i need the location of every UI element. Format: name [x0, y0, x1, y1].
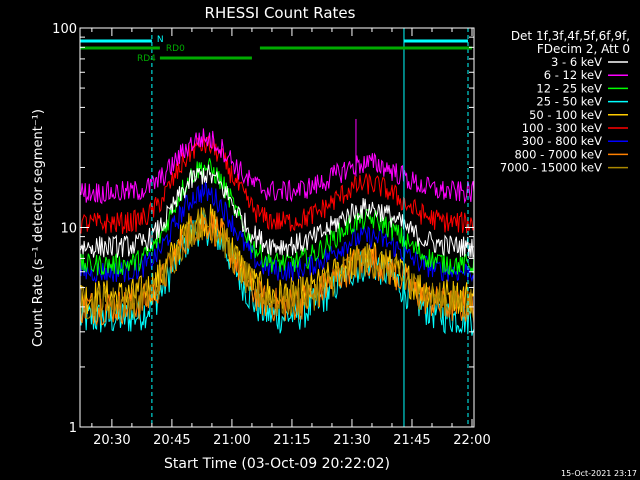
legend: Det 1f,3f,4f,5f,6f,9f,FDecim 2, Att 03 -…: [500, 29, 630, 175]
legend-entry-label: 100 - 300 keV: [522, 121, 602, 135]
y-axis-ticks: 1 10 100: [52, 22, 474, 436]
x-tick-label: 21:00: [213, 433, 250, 448]
flag-label-n: N: [157, 35, 164, 45]
series-line-0: [79, 164, 475, 259]
series-line-8: [79, 207, 475, 321]
series-line-7: [79, 212, 475, 327]
y-tick-label: 100: [52, 22, 77, 37]
x-tick-label: 20:30: [93, 433, 130, 448]
legend-entry-label: 25 - 50 keV: [536, 95, 602, 109]
x-tick-label: 21:30: [333, 433, 370, 448]
series-line-2: [79, 158, 475, 276]
x-axis-ticks: 20:30 20:45 21:00 21:15 21:30 21:45 22:00: [91, 28, 491, 448]
y-tick-label: 1: [69, 421, 77, 436]
legend-entry-label: 50 - 100 keV: [529, 108, 602, 122]
x-tick-label: 21:45: [393, 433, 430, 448]
x-tick-label: 21:15: [273, 433, 310, 448]
flag-label-rd4: RD4: [137, 54, 156, 64]
x-tick-label: 20:45: [153, 433, 190, 448]
legend-entry-label: 3 - 6 keV: [551, 55, 602, 69]
x-tick-label: 22:00: [453, 433, 490, 448]
series-line-4: [79, 204, 475, 315]
chart-title: RHESSI Count Rates: [205, 4, 356, 22]
series-layer: [79, 118, 475, 336]
y-tick-label: 10: [60, 222, 77, 237]
legend-entry-label: 300 - 800 keV: [522, 134, 602, 148]
legend-entry-label: 12 - 25 keV: [536, 81, 602, 95]
y-axis-label: Count Rate (s⁻¹ detector segment⁻¹): [31, 109, 46, 347]
legend-header-line: FDecim 2, Att 0: [537, 42, 630, 56]
series-line-1: [79, 128, 475, 205]
legend-header-line: Det 1f,3f,4f,5f,6f,9f,: [511, 29, 630, 43]
x-axis-label: Start Time (03-Oct-09 20:22:02): [164, 456, 390, 472]
series-line-5: [79, 134, 475, 234]
legend-entry-label: 7000 - 15000 keV: [500, 161, 602, 175]
legend-entry-label: 6 - 12 keV: [544, 68, 602, 82]
legend-entry-label: 800 - 7000 keV: [514, 147, 602, 161]
footer-timestamp: 15-Oct-2021 23:17: [561, 469, 637, 478]
flag-label-rd0: RD0: [166, 44, 185, 54]
series-line-6: [79, 181, 475, 283]
